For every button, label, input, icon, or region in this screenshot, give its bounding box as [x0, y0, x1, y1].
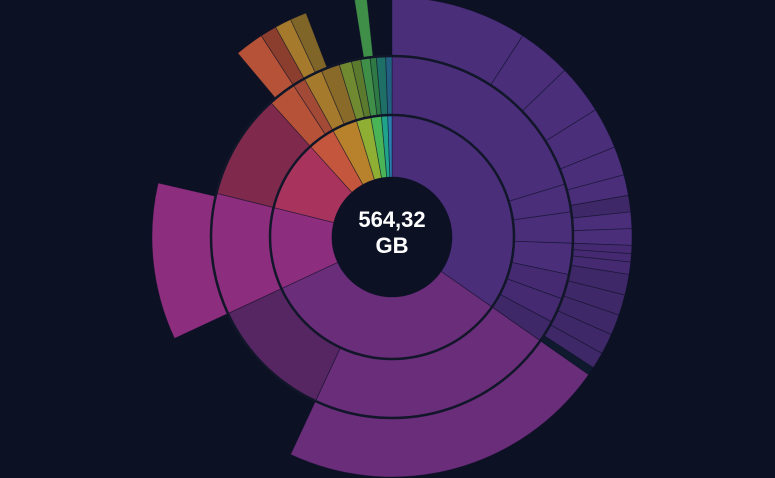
- total-size-unit: GB: [375, 233, 409, 258]
- ring-divider: [268, 113, 516, 361]
- ring-dividers: [209, 54, 575, 420]
- sunburst-rings: [151, 0, 633, 478]
- ring-3-segment[interactable]: [572, 228, 633, 246]
- total-size-value: 564,32: [358, 207, 426, 232]
- total-size-label: 564,32 GB: [322, 207, 462, 259]
- ring-divider: [209, 54, 575, 420]
- center-hole: [332, 177, 452, 297]
- ring-2: [210, 55, 574, 419]
